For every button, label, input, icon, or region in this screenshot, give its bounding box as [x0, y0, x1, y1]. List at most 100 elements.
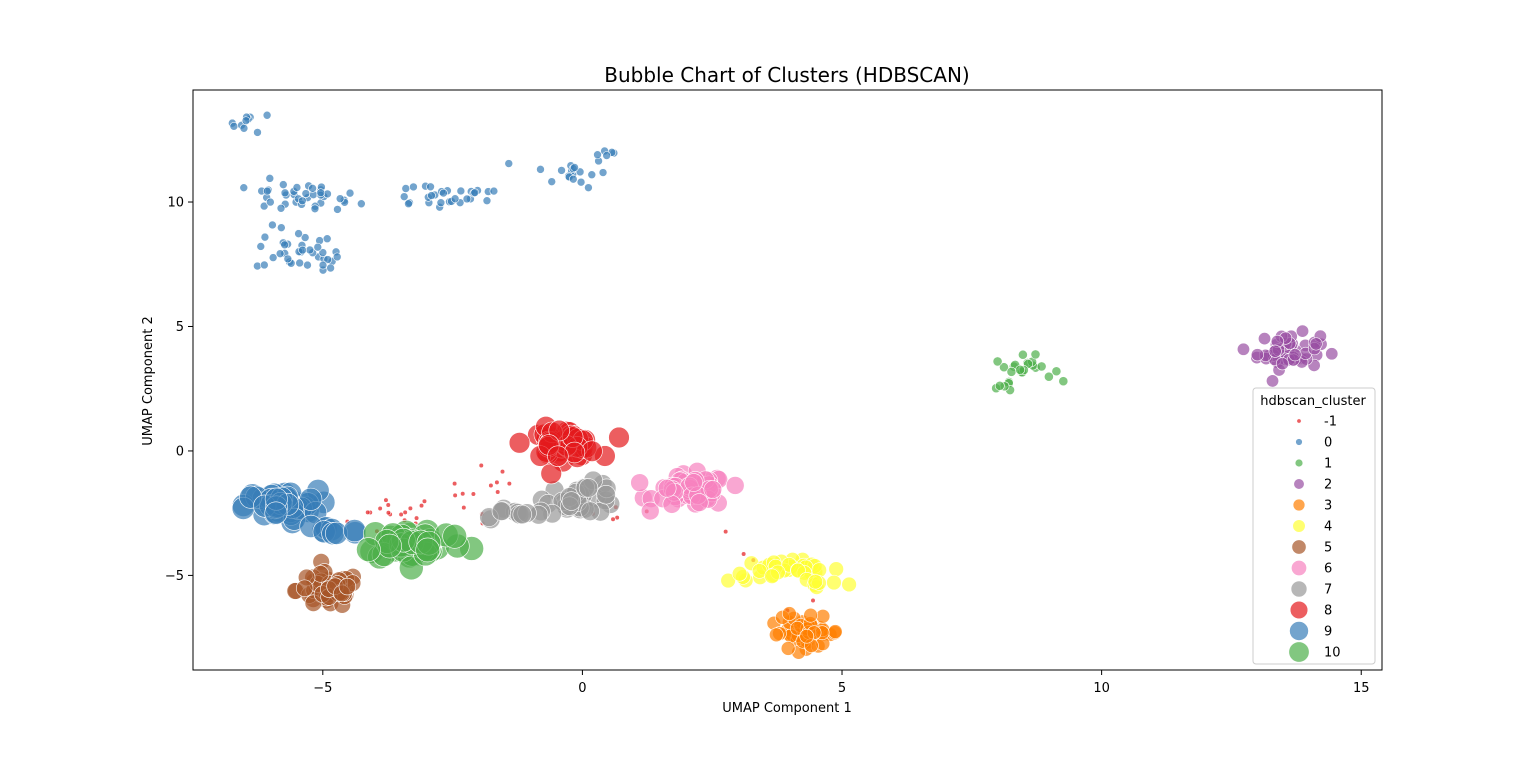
data-point-cluster-0: [584, 183, 593, 192]
data-point-cluster-0: [323, 255, 333, 264]
data-point-cluster-0: [399, 192, 409, 201]
data-point-cluster-5: [338, 577, 357, 596]
legend-marker-1: [1294, 458, 1304, 468]
data-point-cluster-2: [1236, 342, 1250, 356]
data-point-cluster-0: [262, 186, 272, 196]
data-point-cluster-3: [780, 641, 796, 656]
data-point-cluster-2: [1275, 357, 1289, 371]
data-point-cluster-8: [508, 432, 531, 454]
data-point-cluster-0: [300, 233, 310, 242]
data-point-cluster-10: [356, 537, 381, 562]
data-point-cluster-0: [253, 128, 262, 137]
data-point-cluster-0: [303, 260, 312, 270]
data-point-cluster-6: [684, 473, 703, 492]
legend-marker-0: [1295, 438, 1303, 446]
data-point-cluster-7: [561, 491, 582, 511]
data-point-cluster-1: [1030, 349, 1041, 360]
data-point-cluster-0: [504, 159, 514, 168]
data-point-cluster-1: [1058, 376, 1069, 387]
data-point-cluster-7: [512, 504, 532, 525]
data-point-cluster-5: [295, 579, 314, 597]
data-point-cluster-0: [260, 260, 269, 270]
x-axis: −5 0 5 10 15: [313, 670, 1370, 696]
data-point-cluster-10: [377, 533, 402, 559]
data-point-cluster-0: [404, 199, 413, 208]
legend-label-4: 4: [1324, 520, 1332, 535]
data-point-cluster--1: [461, 504, 467, 511]
data-point-cluster-3: [803, 607, 818, 623]
data-point-cluster-4: [720, 572, 736, 589]
data-point-cluster-0: [598, 168, 608, 177]
data-point-cluster-0: [241, 116, 251, 125]
data-point-cluster--1: [470, 491, 476, 497]
legend-label-9: 9: [1324, 625, 1332, 640]
data-point-cluster-0: [276, 204, 286, 213]
data-point-cluster--1: [499, 469, 506, 475]
data-point-cluster--1: [365, 509, 371, 515]
data-point-cluster-0: [260, 232, 270, 242]
legend: hdbscan_cluster -1 0 1 2 3 4 5 6 7 8 9 10: [1252, 387, 1376, 665]
legend-label-1: 1: [1324, 457, 1332, 472]
x-tick-label: −5: [313, 681, 332, 696]
data-point-cluster-2: [1325, 347, 1339, 361]
legend-marker-8: [1289, 600, 1309, 620]
data-point-cluster-0: [439, 188, 448, 198]
y-tick-label: 0: [176, 444, 184, 459]
legend-marker-3: [1292, 498, 1306, 512]
data-point-cluster-6: [703, 480, 723, 499]
data-point-cluster-8: [608, 426, 630, 449]
data-point-cluster--1: [723, 529, 729, 535]
data-point-cluster-1: [1015, 364, 1026, 375]
data-point-cluster-0: [557, 166, 566, 175]
data-point-cluster--1: [402, 509, 408, 515]
data-point-cluster-0: [275, 249, 285, 258]
data-point-cluster-1: [999, 362, 1009, 373]
data-point-cluster-0: [239, 123, 249, 133]
data-point-cluster-3: [769, 627, 784, 643]
x-tick-label: 10: [1093, 681, 1110, 696]
data-point-cluster-0: [305, 245, 315, 255]
data-point-cluster-0: [259, 201, 269, 211]
plot-frame: [192, 89, 1383, 671]
legend-box: [1252, 387, 1376, 665]
x-tick-label: 5: [838, 681, 846, 696]
data-point-cluster-6: [725, 476, 745, 495]
data-point-cluster-0: [326, 263, 335, 273]
data-point-cluster--1: [452, 492, 458, 498]
data-point-cluster-9: [343, 519, 367, 543]
data-point-cluster-0: [593, 150, 602, 160]
data-point-cluster-3: [827, 624, 843, 639]
data-point-cluster-4: [731, 566, 748, 582]
data-point-cluster-0: [266, 197, 275, 207]
data-point-cluster-0: [332, 252, 342, 262]
legend-marker--1: [1296, 418, 1302, 424]
data-point-cluster-2: [1268, 344, 1282, 358]
data-point-cluster-2: [1309, 337, 1323, 351]
data-point-cluster-4: [826, 574, 842, 591]
data-point-cluster-2: [1258, 332, 1272, 346]
legend-marker-2: [1293, 478, 1305, 490]
data-point-cluster-3: [815, 608, 831, 624]
x-tick-label: 15: [1353, 681, 1370, 696]
legend-title: hdbscan_cluster: [1260, 394, 1366, 409]
data-point-cluster-0: [409, 182, 418, 192]
data-point-cluster-8: [547, 445, 569, 467]
y-axis: −5 0 5 10: [165, 196, 193, 584]
data-point-cluster-6: [689, 493, 709, 512]
data-point-cluster-0: [262, 110, 272, 120]
data-point-cluster-0: [470, 188, 480, 197]
data-point-cluster-0: [427, 191, 436, 200]
data-point-cluster-0: [265, 174, 275, 183]
data-point-cluster--1: [383, 497, 389, 503]
data-point-cluster-7: [596, 485, 616, 505]
data-point-cluster-1: [992, 356, 1003, 367]
data-point-cluster--1: [452, 480, 458, 487]
data-point-cluster-9: [264, 501, 288, 525]
legend-marker-10: [1288, 641, 1310, 663]
legend-label-2: 2: [1324, 478, 1332, 493]
data-point-cluster-10: [442, 523, 467, 549]
data-point-cluster-6: [640, 501, 660, 521]
data-point-cluster--1: [741, 551, 747, 557]
data-point-cluster-0: [229, 121, 239, 131]
